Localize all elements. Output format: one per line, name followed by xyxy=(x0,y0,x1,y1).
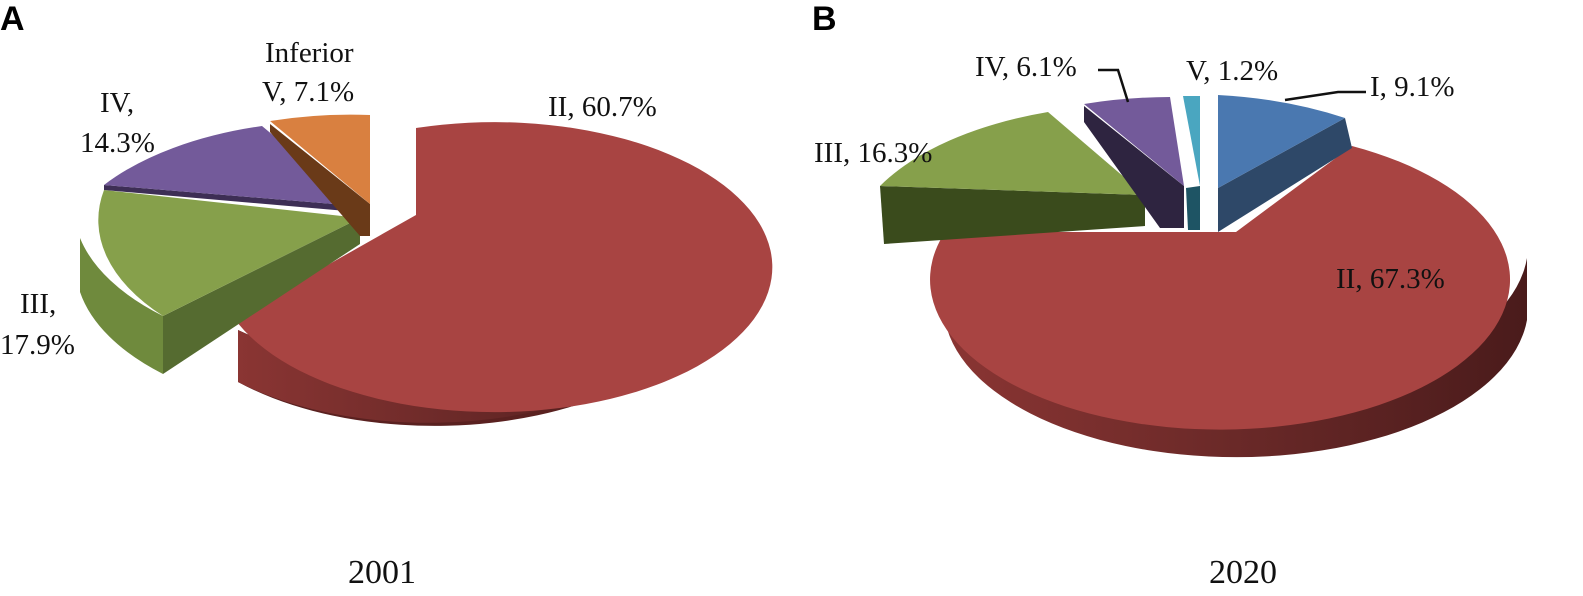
year-label-2001: 2001 xyxy=(348,554,416,591)
slice-v-2020-side xyxy=(1186,186,1200,230)
label-v-2020: V, 1.2% xyxy=(1186,55,1278,87)
label-v-2001: Inferior V, 7.1% xyxy=(262,37,361,108)
slice-i-2020-side xyxy=(1218,118,1352,232)
label-ii-2001: II, 60.7% xyxy=(548,91,657,123)
slice-v-2001 xyxy=(270,114,370,204)
slice-iv-2020 xyxy=(1084,97,1184,186)
slice-ii-2001 xyxy=(234,122,773,413)
label-ii-2020: II, 67.3% xyxy=(1336,263,1445,295)
slice-iii-2020 xyxy=(880,112,1145,195)
slice-iv-2001 xyxy=(104,126,358,206)
slice-iii-2001-side-inner xyxy=(163,218,360,374)
pie-chart-2020: B I, 9.1% II, 67.3% III, 16.3% IV, 6 xyxy=(812,0,1527,591)
slice-i-2020 xyxy=(1218,95,1345,188)
label-i-2020: I, 9.1% xyxy=(1370,71,1455,103)
slice-iii-2020-side xyxy=(880,186,1145,244)
panel-letter-b: B xyxy=(812,0,837,38)
slice-iii-2001 xyxy=(98,190,360,316)
slice-v-2020 xyxy=(1183,96,1200,186)
slice-iii-2001-side xyxy=(80,238,163,374)
leader-line-iv-2020 xyxy=(1098,68,1130,103)
slice-ii-2020 xyxy=(930,146,1511,430)
slice-iv-2001-side xyxy=(104,185,358,212)
label-iv-2001: IV, 14.3% xyxy=(80,87,155,159)
label-iv-2020: IV, 6.1% xyxy=(975,51,1077,83)
leader-line-i-2020 xyxy=(1284,90,1366,102)
label-iii-2001: III, 17.9% xyxy=(0,288,75,361)
label-iii-2020: III, 16.3% xyxy=(814,137,932,169)
pie-chart-2001: A II, 60.7% III, 17.9% IV, 14.3 xyxy=(0,0,773,591)
slice-v-2001-side xyxy=(270,124,370,236)
slice-iv-2020-side xyxy=(1084,106,1184,228)
year-label-2020: 2020 xyxy=(1209,554,1277,591)
panel-letter-a: A xyxy=(0,0,25,38)
